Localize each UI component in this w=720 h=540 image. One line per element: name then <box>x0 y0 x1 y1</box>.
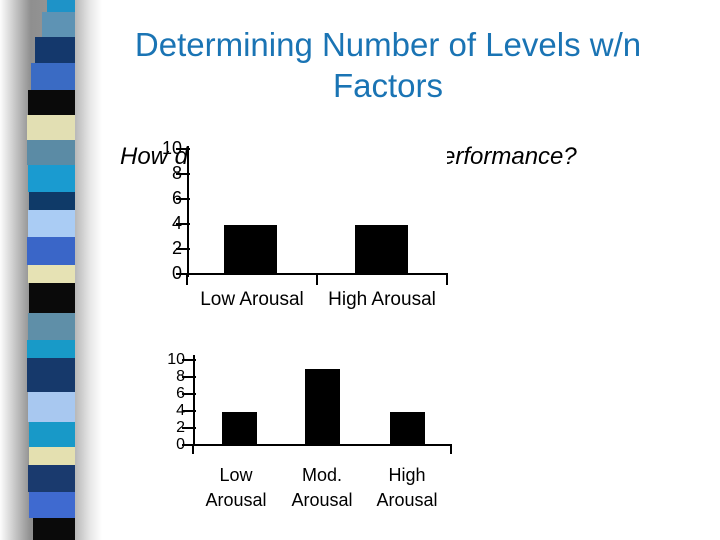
stripe-block <box>28 265 75 283</box>
stripe-block <box>42 12 75 37</box>
slide-title-line1: Determining Number of Levels w/n <box>134 26 642 63</box>
y-tick <box>176 248 190 250</box>
y-tick <box>182 427 196 429</box>
stripe-block <box>27 115 75 140</box>
stripe-block <box>28 465 75 492</box>
stripe-block <box>27 358 75 392</box>
bar-low-arousal <box>224 225 277 275</box>
y-tick-label: 8 <box>171 163 182 183</box>
x-tick <box>186 273 188 285</box>
category-label: Low Arousal <box>205 465 267 510</box>
y-tick <box>182 393 196 395</box>
y-tick-label: 4 <box>176 402 185 419</box>
stripe-block <box>33 518 75 540</box>
stripe-block <box>47 0 75 12</box>
slide-title-line2: Factors <box>332 67 444 104</box>
category-label: High Arousal <box>328 289 436 310</box>
stripe-block <box>29 283 75 313</box>
y-tick-label: 6 <box>171 188 182 208</box>
stripe-block <box>35 37 75 63</box>
stripe-block <box>29 447 75 465</box>
y-tick-label: 10 <box>161 138 182 158</box>
stripe-block <box>28 210 75 237</box>
y-tick-label: 6 <box>176 385 185 402</box>
category-label: Low Arousal <box>200 289 304 310</box>
bar-chart-two-levels: 10 8 6 4 2 0 Low Arousal High Arousal <box>150 136 462 321</box>
y-axis <box>193 355 195 446</box>
bar-low-arousal <box>222 412 257 446</box>
question-text-right: erformance? <box>442 143 577 170</box>
y-tick <box>176 198 190 200</box>
y-tick-label: 4 <box>171 213 182 233</box>
category-label: High Arousal <box>376 465 438 510</box>
stripe-block <box>28 90 75 115</box>
y-axis <box>187 146 189 277</box>
y-tick <box>176 148 190 150</box>
x-tick <box>446 273 448 285</box>
y-tick-label: 2 <box>171 238 182 258</box>
bar-moderate-arousal <box>305 369 340 446</box>
y-tick <box>176 223 190 225</box>
stripe-block <box>28 165 75 192</box>
plot-area <box>150 136 462 321</box>
stripe-block <box>27 340 75 358</box>
slide-title: Determining Number of Levels w/n Factors <box>88 24 688 106</box>
y-tick-label: 0 <box>176 436 185 453</box>
stripe-column <box>27 0 75 540</box>
y-tick-label: 0 <box>171 263 182 283</box>
stripe-block <box>27 237 75 265</box>
stripe-block <box>29 192 75 210</box>
stripe-block <box>28 392 75 422</box>
stripe-block <box>28 313 75 340</box>
stripe-block <box>29 492 75 518</box>
stripe-block <box>29 422 75 447</box>
y-tick <box>182 376 196 378</box>
bar-chart-three-levels: 10 8 6 4 2 0 Low Arousal Mod. Arousal Hi… <box>155 348 467 520</box>
stripe-block <box>27 140 75 165</box>
question-text-left: How d <box>120 143 189 170</box>
stripe-block <box>31 63 75 90</box>
y-tick-label: 10 <box>167 351 185 368</box>
x-tick <box>450 444 452 454</box>
y-tick <box>182 410 196 412</box>
y-tick <box>176 273 190 275</box>
x-tick <box>192 444 194 454</box>
bar-high-arousal <box>390 412 425 446</box>
x-tick <box>316 273 318 285</box>
plot-area <box>155 348 467 520</box>
y-tick-label: 2 <box>176 419 185 436</box>
y-tick <box>176 173 190 175</box>
category-label: Mod. Arousal <box>291 465 353 510</box>
y-tick <box>182 359 196 361</box>
bar-high-arousal <box>355 225 408 275</box>
y-tick-label: 8 <box>176 368 185 385</box>
y-tick <box>182 444 196 446</box>
